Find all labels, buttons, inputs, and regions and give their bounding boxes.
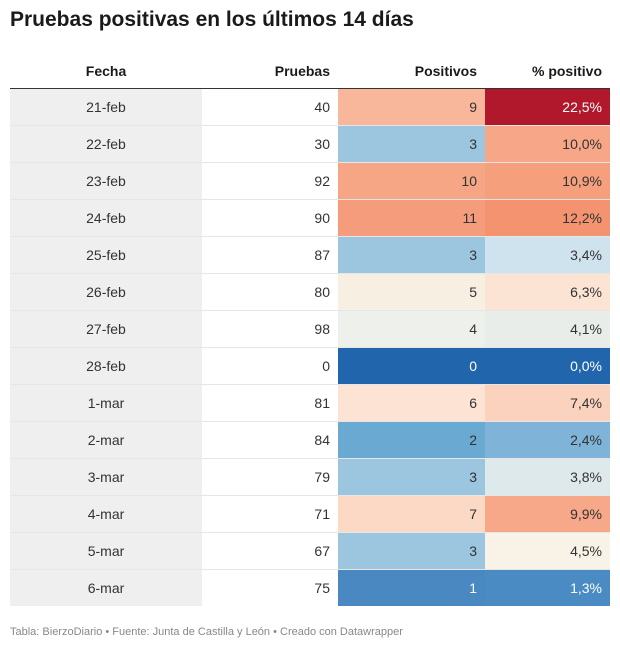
cell-positivos: 3 xyxy=(338,236,485,274)
cell-pct-positivo: 12,2% xyxy=(485,199,610,237)
table-row: 4-mar 71 7 9,9% xyxy=(10,495,610,533)
table-row: 27-feb 98 4 4,1% xyxy=(10,310,610,348)
cell-pruebas: 81 xyxy=(202,384,338,422)
source-footer: Tabla: BierzoDiario • Fuente: Junta de C… xyxy=(10,626,403,638)
header-pruebas: Pruebas xyxy=(202,54,338,89)
cell-pruebas: 79 xyxy=(202,458,338,496)
cell-fecha: 6-mar xyxy=(10,569,202,606)
cell-pruebas: 30 xyxy=(202,125,338,163)
cell-positivos: 10 xyxy=(338,162,485,200)
header-pct-positivo: % positivo xyxy=(485,54,610,89)
table-row: 25-feb 87 3 3,4% xyxy=(10,236,610,274)
cell-fecha: 4-mar xyxy=(10,495,202,533)
cell-positivos: 11 xyxy=(338,199,485,237)
table-row: 21-feb 40 9 22,5% xyxy=(10,88,610,126)
cell-fecha: 5-mar xyxy=(10,532,202,570)
cell-pruebas: 98 xyxy=(202,310,338,348)
cell-positivos: 4 xyxy=(338,310,485,348)
cell-positivos: 7 xyxy=(338,495,485,533)
table-body: 21-feb 40 9 22,5% 22-feb 30 3 10,0% 23-feb 92 10 10… xyxy=(10,88,610,606)
cell-positivos: 1 xyxy=(338,569,485,606)
table-row: 24-feb 90 11 12,2% xyxy=(10,199,610,237)
cell-fecha: 28-feb xyxy=(10,347,202,385)
cell-fecha: 25-feb xyxy=(10,236,202,274)
cell-pruebas: 92 xyxy=(202,162,338,200)
cell-pruebas: 0 xyxy=(202,347,338,385)
cell-fecha: 3-mar xyxy=(10,458,202,496)
cell-fecha: 23-feb xyxy=(10,162,202,200)
cell-pruebas: 84 xyxy=(202,421,338,459)
table-row: 5-mar 67 3 4,5% xyxy=(10,532,610,570)
chart-title: Pruebas positivas en los últimos 14 días xyxy=(10,8,414,31)
table-row: 22-feb 30 3 10,0% xyxy=(10,125,610,163)
table-row: 26-feb 80 5 6,3% xyxy=(10,273,610,311)
cell-pct-positivo: 1,3% xyxy=(485,569,610,606)
cell-positivos: 0 xyxy=(338,347,485,385)
cell-pct-positivo: 6,3% xyxy=(485,273,610,311)
table-row: 28-feb 0 0 0,0% xyxy=(10,347,610,385)
cell-pruebas: 80 xyxy=(202,273,338,311)
cell-pct-positivo: 3,8% xyxy=(485,458,610,496)
cell-pruebas: 67 xyxy=(202,532,338,570)
cell-pruebas: 90 xyxy=(202,199,338,237)
table-row: 3-mar 79 3 3,8% xyxy=(10,458,610,496)
cell-fecha: 21-feb xyxy=(10,88,202,126)
cell-pruebas: 87 xyxy=(202,236,338,274)
cell-positivos: 5 xyxy=(338,273,485,311)
table-row: 23-feb 92 10 10,9% xyxy=(10,162,610,200)
header-fecha: Fecha xyxy=(10,54,202,89)
cell-pct-positivo: 10,9% xyxy=(485,162,610,200)
cell-fecha: 24-feb xyxy=(10,199,202,237)
table-row: 2-mar 84 2 2,4% xyxy=(10,421,610,459)
cell-pct-positivo: 4,5% xyxy=(485,532,610,570)
cell-pct-positivo: 22,5% xyxy=(485,88,610,126)
cell-pct-positivo: 10,0% xyxy=(485,125,610,163)
cell-pruebas: 75 xyxy=(314,580,330,596)
cell-pruebas: 40 xyxy=(202,88,338,126)
cell-fecha: 22-feb xyxy=(10,125,202,163)
cell-pct-positivo: 7,4% xyxy=(485,384,610,422)
cell-pct-positivo: 3,4% xyxy=(485,236,610,274)
cell-positivos: 6 xyxy=(338,384,485,422)
cell-fecha: 27-feb xyxy=(10,310,202,348)
cell-fecha: 2-mar xyxy=(10,421,202,459)
cell-positivos: 3 xyxy=(338,125,485,163)
cell-fecha: 1-mar xyxy=(10,384,202,422)
cell-positivos: 2 xyxy=(338,421,485,459)
cell-fecha: 26-feb xyxy=(10,273,202,311)
cell-pct-positivo: 9,9% xyxy=(485,495,610,533)
table-row: 6-mar 75 1 1,3% xyxy=(10,569,610,606)
cell-pct-positivo: 0,0% xyxy=(485,347,610,385)
header-positivos: Positivos xyxy=(338,54,485,89)
cell-pct-positivo: 4,1% xyxy=(485,310,610,348)
cell-positivos: 9 xyxy=(338,88,485,126)
table-row: 1-mar 81 6 7,4% xyxy=(10,384,610,422)
cell-positivos: 3 xyxy=(338,532,485,570)
cell-positivos: 3 xyxy=(338,458,485,496)
cell-pct-positivo: 2,4% xyxy=(485,421,610,459)
positive-tests-table: Fecha Pruebas Positivos % positivo 21-fe… xyxy=(10,54,610,606)
table-header-row: Fecha Pruebas Positivos % positivo xyxy=(10,54,610,89)
cell-pruebas: 71 xyxy=(202,495,338,533)
